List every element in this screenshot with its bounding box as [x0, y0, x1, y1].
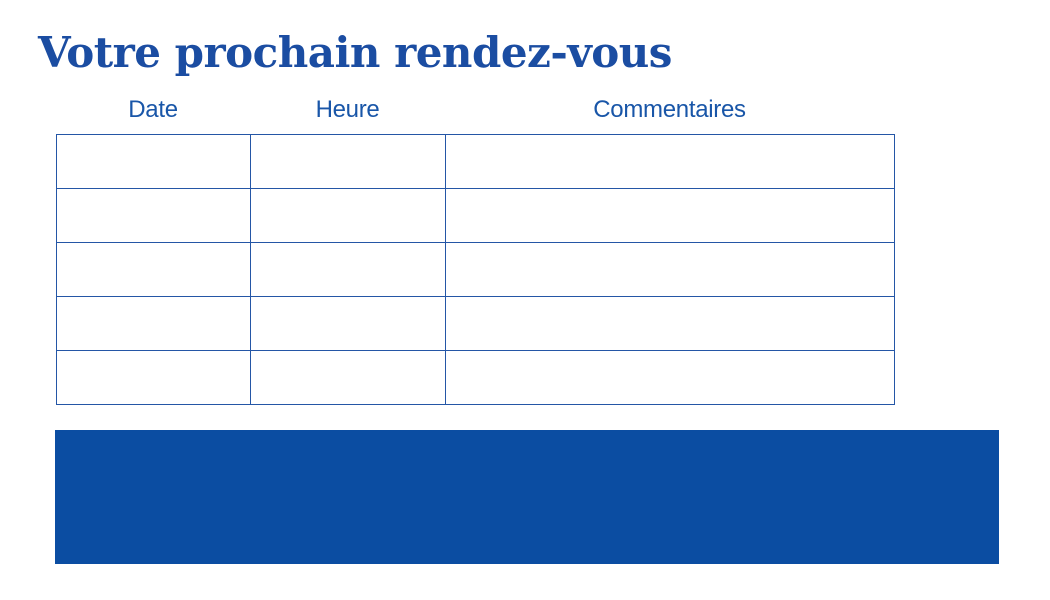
table-cell: [445, 296, 895, 351]
table-cell: [250, 242, 446, 297]
page-title: Votre prochain rendez-vous: [38, 28, 672, 77]
table-cell: [445, 350, 895, 405]
table-cell: [56, 350, 251, 405]
column-header-commentaires: Commentaires: [593, 96, 746, 123]
appointments-table: [56, 134, 895, 405]
footer-band: [55, 430, 999, 564]
column-header-heure: Heure: [315, 96, 380, 123]
table-row: [56, 350, 895, 405]
column-header-date: Date: [128, 96, 178, 123]
table-row: [56, 296, 895, 351]
table-cell: [445, 188, 895, 243]
appointments-table-body: [56, 134, 895, 405]
table-cell: [56, 242, 251, 297]
table-cell: [445, 242, 895, 297]
table-cell: [56, 188, 251, 243]
table-cell: [56, 296, 251, 351]
table-cell: [445, 134, 895, 189]
table-row: [56, 188, 895, 243]
table-cell: [250, 134, 446, 189]
table-cell: [250, 296, 446, 351]
table-cell: [250, 188, 446, 243]
table-cell: [250, 350, 446, 405]
table-cell: [56, 134, 251, 189]
table-header-row: Date Heure Commentaires: [56, 94, 894, 126]
table-row: [56, 134, 895, 189]
table-row: [56, 242, 895, 297]
